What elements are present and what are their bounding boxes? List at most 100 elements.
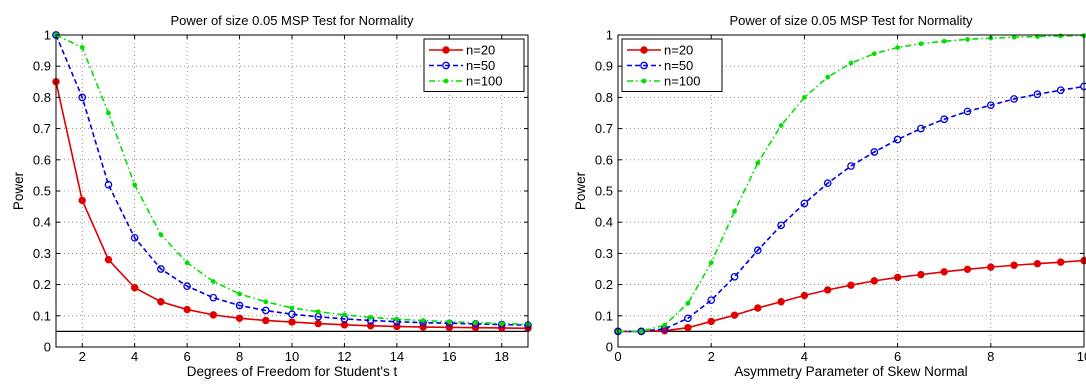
chart1-series-2-point-1 — [78, 93, 87, 102]
chart1-series-2-point-4 — [157, 265, 165, 273]
chart1-series-2-point-9 — [288, 310, 296, 319]
chart2-series-1-point-6 — [754, 304, 762, 312]
chart1-series-2-point-3 — [130, 233, 139, 242]
chart1-series-3-point-1 — [79, 45, 85, 50]
chart1-series-1-point-7 — [235, 314, 244, 322]
chart2-y-tick-label-10: 1 — [606, 28, 613, 43]
chart2-legend-marker-3 — [641, 78, 647, 84]
chart1-x-tick-label-3: 8 — [236, 349, 243, 364]
chart1-y-axis-label: Power — [11, 171, 26, 210]
chart1-x-tick-label-2: 6 — [183, 349, 190, 364]
chart1-y-tick-label-8: 0.8 — [33, 90, 51, 105]
chart2-series-2-point-1 — [637, 327, 646, 336]
chart2-series-1-point-13 — [917, 270, 925, 279]
chart2-legend-label-1: n=20 — [664, 43, 693, 58]
chart2-series-3-point-7 — [778, 123, 784, 128]
chart1-y-tick-label-6: 0.6 — [33, 152, 51, 167]
chart2-series-3-point-11 — [871, 51, 877, 57]
chart2-x-tick-label-4: 8 — [987, 349, 994, 364]
chart1-series-3-point-10 — [315, 309, 321, 315]
chart1-legend: n=20n=50n=100 — [423, 38, 525, 92]
chart1-x-tick-label-4: 10 — [285, 349, 299, 364]
chart1-y-tick-label-7: 0.7 — [33, 121, 51, 136]
chart2-series-1-point-4 — [707, 317, 715, 326]
chart-left: 2 4 6 8 10 12 14 16 18 0 0.1 0.2 0.3 0.4 0.5 0.6 0.7 0.8 0… — [11, 13, 532, 379]
chart2-series-3-point-3 — [685, 300, 691, 306]
chart2-series-3-point-12 — [895, 45, 900, 50]
chart1-series-3-point-14 — [420, 318, 426, 323]
chart2-series-2-line — [618, 85, 1085, 333]
chart2-series-3-point-4 — [708, 260, 714, 266]
chart1-series-3-point-17 — [499, 321, 505, 326]
chart-left-svg: 2 4 6 8 10 12 14 16 18 0 0.1 0.2 0.3 0.4 0.5 0.6 0.7 0.8 0… — [11, 13, 532, 379]
chart1-legend-box — [423, 38, 525, 92]
chart2-series-2-point-6 — [753, 246, 762, 255]
chart1-legend-label-2: n=50 — [466, 58, 495, 73]
chart2-legend-label-2: n=50 — [664, 58, 693, 73]
chart2-series-3-point-1 — [638, 329, 644, 334]
chart1-series-3-point-9 — [289, 305, 295, 311]
chart1-series-3-point-16 — [473, 320, 478, 326]
chart1-series-1-point-3 — [130, 284, 139, 292]
chart2-series-2-point-5 — [730, 272, 739, 281]
chart2-series-2-point-15 — [963, 107, 972, 116]
chart2-series-2-point-14 — [940, 115, 949, 124]
chart1-series-3-point-2 — [106, 110, 111, 116]
chart1-legend-label-3: n=100 — [466, 74, 503, 89]
chart2-legend-marker-1 — [640, 46, 648, 54]
chart1-legend-marker-1 — [442, 46, 450, 54]
chart1-title: Power of size 0.05 MSP Test for Normalit… — [170, 13, 414, 28]
chart-right: 0 2 4 6 8 10 0 0.1 0.2 0.3 0.4 0.5 0.6 0.7 0.8 0.9 1 Powe… — [543, 0, 1086, 386]
chart1-y-tick-label-5: 0.5 — [33, 184, 51, 199]
chart2-series-2-point-13 — [917, 124, 925, 133]
chart2-series-2-point-12 — [893, 135, 902, 144]
chart1-series-3-point-15 — [446, 319, 452, 325]
chart2-y-tick-label-8: 0.8 — [595, 90, 613, 105]
chart1-y-tick-label-4: 0.4 — [33, 215, 51, 230]
chart1-series-1-point-2 — [104, 255, 113, 264]
chart1-series-1-point-8 — [262, 316, 270, 325]
chart2-series-3-point-13 — [918, 41, 924, 47]
chart1-series-1-point-12 — [366, 322, 375, 330]
chart1-series-1-point-1 — [78, 196, 86, 205]
chart1-series-2-point-8 — [261, 306, 270, 315]
chart2-title: Power of size 0.05 MSP Test for Normalit… — [729, 13, 973, 28]
chart1-y-tick-label-3: 0.3 — [33, 246, 51, 261]
chart1-series-3-point-7 — [237, 291, 242, 297]
chart-right-svg: 0 2 4 6 8 10 0 0.1 0.2 0.3 0.4 0.5 0.6 0.7 0.8 0.9 1 Powe… — [573, 13, 1086, 379]
chart2-series-1-point-18 — [1033, 259, 1042, 268]
chart2-series-2-point-4 — [707, 296, 716, 305]
chart2-series-1-point-5 — [730, 311, 739, 319]
chart2-series-1-point-11 — [870, 277, 878, 285]
chart2-y-tick-label-4: 0.4 — [595, 215, 613, 230]
chart2-x-tick-label-1: 2 — [708, 349, 715, 364]
chart1-x-tick-label-1: 4 — [131, 349, 138, 364]
chart1-series-3-point-3 — [132, 182, 138, 188]
chart2-y-tick-label-5: 0.5 — [595, 184, 613, 199]
chart2-x-tick-label-0: 0 — [614, 349, 621, 364]
chart2-legend-label-3: n=100 — [664, 74, 701, 89]
chart1-x-tick-label-0: 2 — [79, 349, 86, 364]
chart2-x-axis-label: Asymmetry Parameter of Skew Normal — [734, 364, 967, 379]
chart2-x-tick-label-5: 10 — [1077, 349, 1086, 364]
chart2-y-tick-label-6: 0.6 — [595, 152, 613, 167]
chart2-series-3-point-6 — [755, 160, 761, 166]
chart1-series-3-point-8 — [263, 299, 269, 305]
chart2-series-2-point-17 — [1010, 95, 1018, 103]
chart2-series-3-point-14 — [941, 38, 947, 44]
chart2-y-axis-label: Power — [573, 171, 588, 210]
chart2-x-tick-label-2: 4 — [801, 349, 808, 364]
chart2-y-tick-label-2: 0.2 — [595, 277, 613, 292]
chart2-series-3-point-10 — [848, 60, 854, 66]
chart1-series-1-point-4 — [157, 298, 165, 306]
chart1-x-tick-label-7: 16 — [442, 349, 456, 364]
chart2-series-1-point-17 — [1010, 261, 1018, 269]
chart2-y-tick-label-0: 0 — [606, 340, 613, 355]
chart2-legend: n=20n=50n=100 — [621, 38, 723, 92]
chart1-x-axis-label: Degrees of Freedom for Student's t — [187, 364, 398, 379]
chart2-x-tick-label-3: 6 — [894, 349, 901, 364]
chart2-series-1-point-7 — [777, 298, 785, 306]
chart2-series-2-point-11 — [870, 148, 879, 156]
chart1-series-3-point-11 — [342, 312, 347, 318]
chart2-series-1-point-9 — [824, 286, 832, 294]
